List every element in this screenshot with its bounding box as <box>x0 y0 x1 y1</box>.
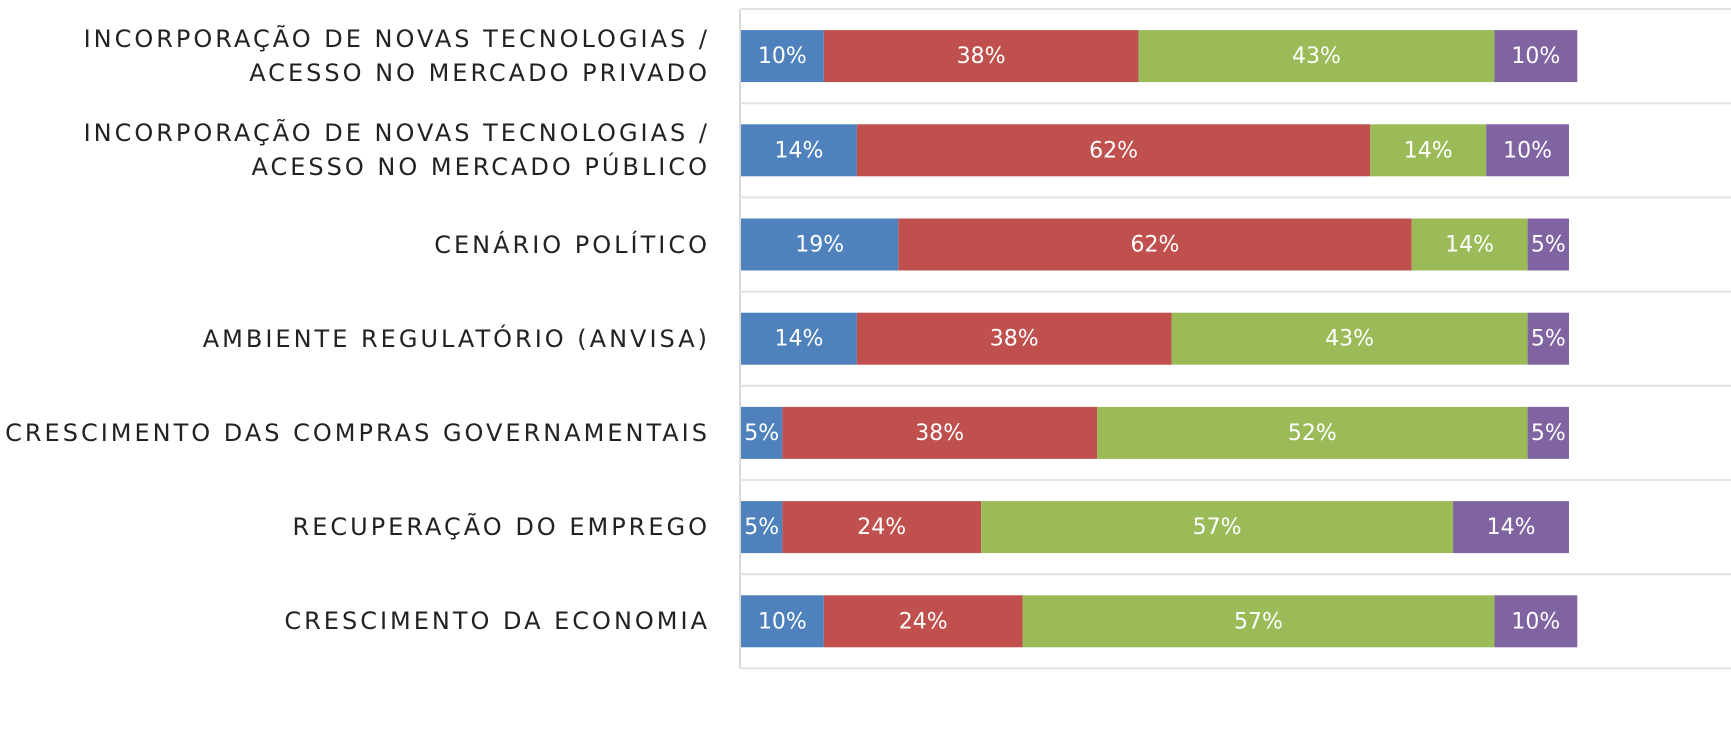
bar-segment <box>1453 501 1569 554</box>
value-label: 24% <box>899 609 948 634</box>
category-label: INCORPORAÇÃO DE NOVAS TECNOLOGIAS / ACES… <box>83 25 710 88</box>
bar-segment <box>1527 406 1569 459</box>
value-label: 57% <box>1193 515 1242 540</box>
bar-segment <box>1097 406 1528 459</box>
category-label: AMBIENTE REGULATÓRIO (ANVISA) <box>202 324 710 353</box>
value-label: 43% <box>1325 327 1374 352</box>
bar-segment <box>741 218 899 271</box>
category-label: CRESCIMENTO DA ECONOMIA <box>284 607 710 636</box>
value-label: 14% <box>1487 515 1536 540</box>
bar-segment <box>782 501 982 554</box>
value-label: 10% <box>1511 44 1560 69</box>
bar-segment <box>856 312 1172 365</box>
bar-segment <box>741 30 824 83</box>
value-label: 62% <box>1131 233 1180 258</box>
bar-segment <box>1022 595 1495 648</box>
bar-segment <box>741 595 824 648</box>
value-label: 57% <box>1234 609 1283 634</box>
value-label: 5% <box>1531 327 1566 352</box>
category-label: INCORPORAÇÃO DE NOVAS TECNOLOGIAS / ACES… <box>83 119 710 182</box>
value-label: 5% <box>744 421 779 446</box>
value-label: 5% <box>744 515 779 540</box>
bar-segment <box>981 501 1454 554</box>
category-label: CENÁRIO POLÍTICO <box>434 230 710 259</box>
bar-segment <box>782 406 1098 459</box>
value-label: 10% <box>758 609 807 634</box>
value-label: 10% <box>1503 138 1552 163</box>
bar-segment <box>1411 218 1528 271</box>
bar-segment <box>741 406 783 459</box>
value-label: 38% <box>990 327 1039 352</box>
value-label: 14% <box>775 138 824 163</box>
value-label: 38% <box>915 421 964 446</box>
bar-segment <box>1527 218 1569 271</box>
category-label: CRESCIMENTO DAS COMPRAS GOVERNAMENTAIS <box>5 418 710 447</box>
value-label: 38% <box>957 44 1006 69</box>
bar-segment <box>1171 312 1528 365</box>
value-label: 10% <box>758 44 807 69</box>
bar-segment <box>1370 124 1487 177</box>
bar-segment <box>1527 312 1569 365</box>
bar-segment <box>823 595 1023 648</box>
value-label: 24% <box>857 515 906 540</box>
value-label: 43% <box>1292 44 1341 69</box>
bar-segment <box>1138 30 1495 83</box>
value-label: 5% <box>1531 421 1566 446</box>
bar-segment <box>741 312 857 365</box>
bar-segment <box>1494 30 1578 83</box>
value-label: 14% <box>1445 233 1494 258</box>
value-label: 52% <box>1288 421 1337 446</box>
bar-segment <box>741 124 857 177</box>
value-label: 14% <box>775 327 824 352</box>
value-label: 5% <box>1531 233 1566 258</box>
value-label: 62% <box>1089 138 1138 163</box>
bar-segment <box>823 30 1139 83</box>
bar-segment <box>856 124 1371 177</box>
value-label: 10% <box>1511 609 1560 634</box>
value-label: 14% <box>1404 138 1453 163</box>
bar-segment <box>1494 595 1578 648</box>
bar-segment <box>741 501 783 554</box>
category-label: RECUPERAÇÃO DO EMPREGO <box>292 513 710 542</box>
bar-segment <box>898 218 1412 271</box>
bar-segment <box>1486 124 1569 177</box>
value-label: 19% <box>795 233 844 258</box>
